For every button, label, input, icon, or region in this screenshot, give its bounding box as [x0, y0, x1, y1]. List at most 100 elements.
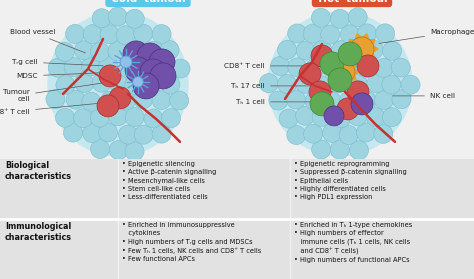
Circle shape [347, 81, 369, 103]
Circle shape [100, 25, 119, 44]
Circle shape [304, 124, 323, 143]
Text: • Enriched in immunosuppressive
   cytokines
• High numbers of Tᵣg cells and MDS: • Enriched in immunosuppressive cytokine… [122, 222, 261, 262]
Circle shape [134, 24, 153, 43]
Circle shape [374, 58, 393, 77]
Polygon shape [346, 59, 350, 64]
Circle shape [100, 91, 119, 110]
Circle shape [383, 108, 401, 127]
Circle shape [309, 81, 331, 103]
Circle shape [109, 87, 131, 109]
Circle shape [125, 57, 151, 83]
Circle shape [117, 91, 136, 110]
Circle shape [305, 92, 324, 110]
Text: 'Hot' tumour: 'Hot' tumour [315, 0, 389, 4]
Circle shape [56, 75, 75, 94]
Circle shape [392, 90, 411, 109]
Circle shape [150, 63, 176, 89]
Polygon shape [351, 76, 356, 80]
Circle shape [278, 40, 297, 59]
Text: Immunological
characteristics: Immunological characteristics [5, 222, 72, 242]
Text: NK cell: NK cell [393, 93, 455, 99]
Text: MDSC: MDSC [17, 72, 118, 79]
Circle shape [142, 75, 161, 94]
Circle shape [161, 75, 180, 94]
Circle shape [296, 106, 315, 125]
Circle shape [312, 107, 331, 126]
Circle shape [329, 74, 348, 93]
Circle shape [160, 40, 179, 59]
Circle shape [296, 74, 315, 93]
Circle shape [337, 98, 359, 120]
Circle shape [288, 24, 307, 43]
Polygon shape [356, 34, 361, 39]
Circle shape [303, 24, 322, 43]
Polygon shape [349, 40, 355, 45]
Circle shape [357, 24, 376, 43]
Circle shape [310, 92, 334, 116]
Text: Biological
characteristics: Biological characteristics [5, 161, 72, 181]
Circle shape [391, 58, 410, 77]
Circle shape [48, 58, 67, 77]
Polygon shape [331, 69, 335, 74]
Circle shape [348, 8, 367, 27]
Text: CD8⁺ T cell: CD8⁺ T cell [225, 63, 315, 69]
Circle shape [320, 25, 340, 44]
Polygon shape [349, 53, 355, 58]
Circle shape [125, 9, 144, 28]
Circle shape [125, 108, 144, 127]
Circle shape [153, 57, 172, 76]
Circle shape [75, 74, 94, 93]
Circle shape [311, 140, 331, 159]
Circle shape [305, 59, 324, 78]
Circle shape [109, 73, 128, 92]
Text: Blood vessel: Blood vessel [9, 29, 85, 53]
Circle shape [65, 25, 84, 44]
Circle shape [152, 124, 171, 143]
Circle shape [134, 90, 153, 109]
Polygon shape [374, 46, 378, 52]
Circle shape [269, 91, 288, 110]
Circle shape [287, 126, 306, 145]
Circle shape [338, 42, 362, 66]
Circle shape [357, 55, 379, 77]
Circle shape [134, 57, 153, 76]
Circle shape [322, 123, 341, 142]
Circle shape [279, 109, 298, 128]
Circle shape [259, 74, 278, 93]
Circle shape [335, 62, 355, 82]
Circle shape [320, 52, 344, 76]
Circle shape [339, 126, 358, 145]
Circle shape [321, 58, 340, 77]
Circle shape [116, 26, 135, 45]
Circle shape [328, 68, 352, 92]
Polygon shape [334, 76, 338, 80]
Text: • Epigenetic reprogramming
• Suppressed β-catenin signalling
• Epithelial cells
: • Epigenetic reprogramming • Suppressed … [294, 161, 407, 200]
Circle shape [366, 108, 385, 127]
Circle shape [374, 90, 393, 109]
Circle shape [350, 37, 374, 61]
Text: • Epigenetic silencing
• Active β-catenin signalling
• Mesenchymal-like cells
• : • Epigenetic silencing • Active β-cateni… [122, 161, 216, 200]
Circle shape [382, 75, 401, 94]
Circle shape [170, 91, 189, 110]
Text: Tₕ 1 cell: Tₕ 1 cell [236, 99, 319, 105]
Circle shape [109, 107, 128, 126]
Circle shape [313, 76, 332, 95]
Circle shape [97, 95, 119, 117]
Polygon shape [346, 46, 350, 52]
Circle shape [349, 40, 368, 59]
Circle shape [127, 41, 146, 60]
Circle shape [324, 106, 344, 126]
Text: • Enriched in Tₕ 1-type chemokines
• High numbers of effector
   immune cells (T: • Enriched in Tₕ 1-type chemokines • Hig… [294, 222, 412, 263]
Text: Macrophage: Macrophage [379, 29, 474, 44]
Circle shape [133, 77, 143, 87]
Circle shape [91, 108, 109, 127]
Circle shape [271, 56, 290, 75]
Text: CD8⁺ T cell: CD8⁺ T cell [0, 102, 111, 115]
Circle shape [140, 59, 166, 85]
Circle shape [340, 58, 359, 77]
Circle shape [99, 65, 121, 87]
Text: Tₕ 17 cell: Tₕ 17 cell [231, 83, 315, 89]
Polygon shape [346, 80, 350, 85]
Text: Tᵣg cell: Tᵣg cell [12, 59, 103, 66]
Circle shape [74, 41, 93, 60]
